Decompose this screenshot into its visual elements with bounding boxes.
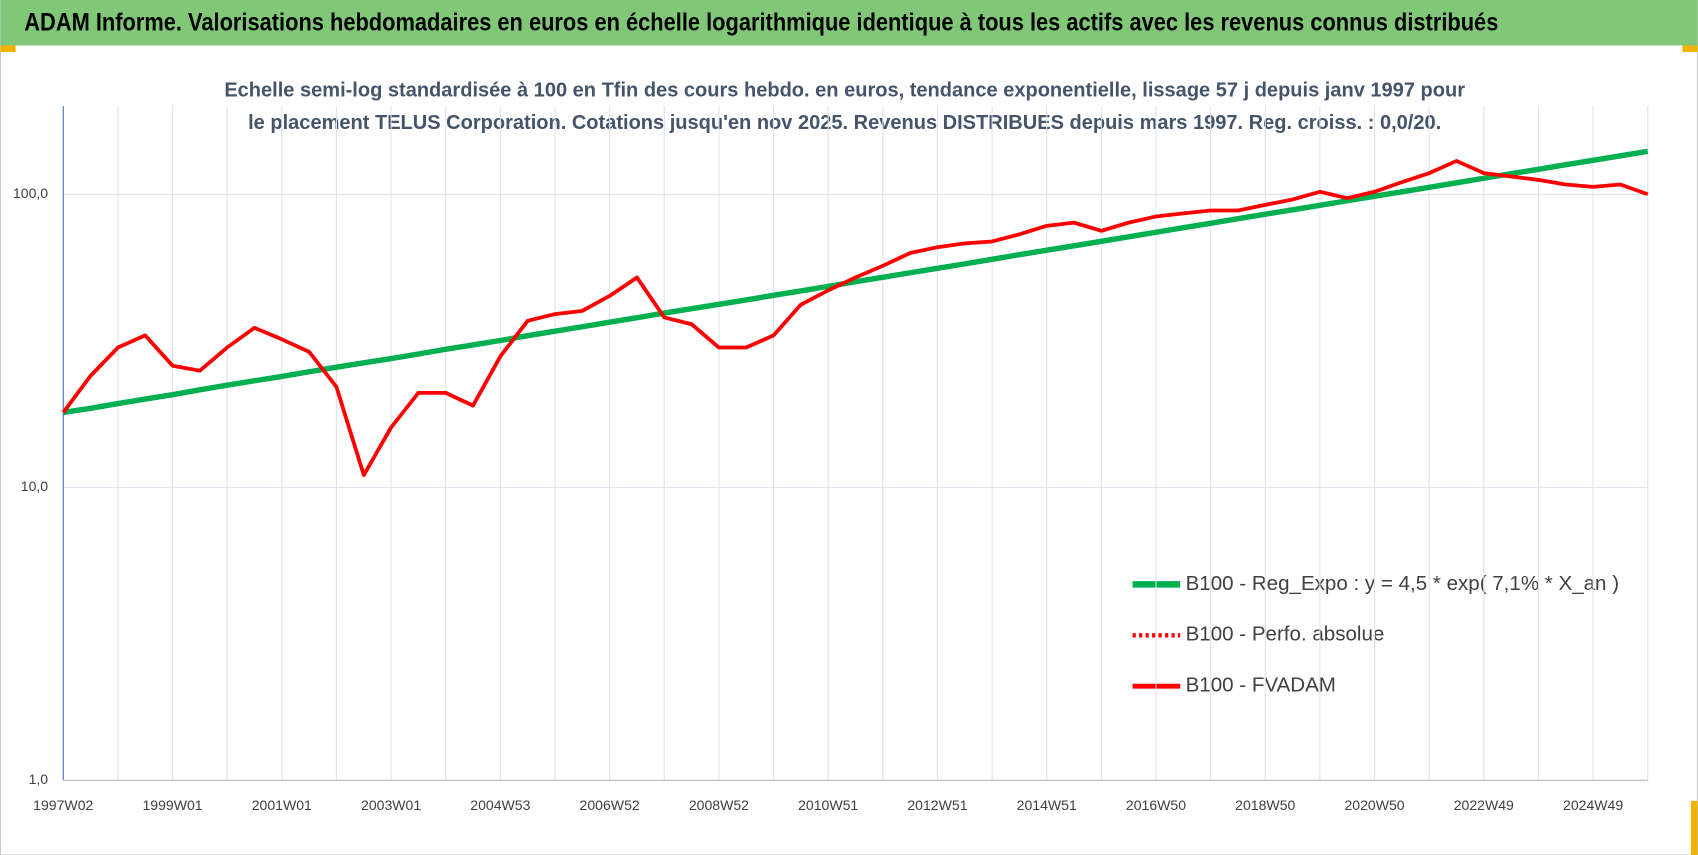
y-tick-label: 1,0 bbox=[29, 771, 49, 787]
corner bbox=[1682, 45, 1698, 52]
y-tick-label: 100,0 bbox=[13, 185, 48, 201]
x-tick-label: 2004W53 bbox=[470, 797, 530, 813]
x-tick-label: 2024W49 bbox=[1563, 797, 1623, 813]
x-tick-label: 2014W51 bbox=[1017, 797, 1077, 813]
title-box: Echelle semi-log standardisée à 100 en T… bbox=[224, 77, 1466, 134]
legend-label: B100 - Reg_Expo : y = 4,5 * exp( 7,1% * … bbox=[1186, 572, 1619, 595]
x-tick-label: 2012W51 bbox=[907, 797, 967, 813]
x-tick-label: 1997W02 bbox=[33, 797, 93, 813]
x-tick-label: 2001W01 bbox=[252, 797, 312, 813]
x-tick-label: 2006W52 bbox=[580, 797, 640, 813]
x-tick-label: 2008W52 bbox=[689, 797, 749, 813]
legend-label: B100 - FVADAM bbox=[1186, 674, 1336, 697]
chart-title: Echelle semi-log standardisée à 100 en T… bbox=[224, 77, 1466, 134]
x-tick-label: 2003W01 bbox=[361, 797, 421, 813]
header-title: ADAM Informe. Valorisations hebdomadaire… bbox=[24, 8, 1498, 36]
legend: B100 - Reg_Expo : y = 4,5 * exp( 7,1% * … bbox=[1132, 572, 1619, 697]
series-line bbox=[61, 159, 1649, 478]
x-tick-label: 2016W50 bbox=[1126, 797, 1186, 813]
header-band bbox=[0, 0, 1698, 46]
x-tick-label: 2010W51 bbox=[798, 797, 858, 813]
x-tick-label: 1999W01 bbox=[142, 797, 202, 813]
corner bbox=[0, 45, 16, 52]
x-tick-label: 2022W49 bbox=[1454, 797, 1514, 813]
series-line bbox=[62, 148, 1649, 416]
corner bbox=[1691, 800, 1698, 855]
x-tick-label: 2020W50 bbox=[1344, 797, 1404, 813]
x-tick-label: 2018W50 bbox=[1235, 797, 1295, 813]
legend-label: B100 - Perfo. absolue bbox=[1186, 623, 1385, 646]
y-tick-label: 10,0 bbox=[21, 478, 49, 494]
